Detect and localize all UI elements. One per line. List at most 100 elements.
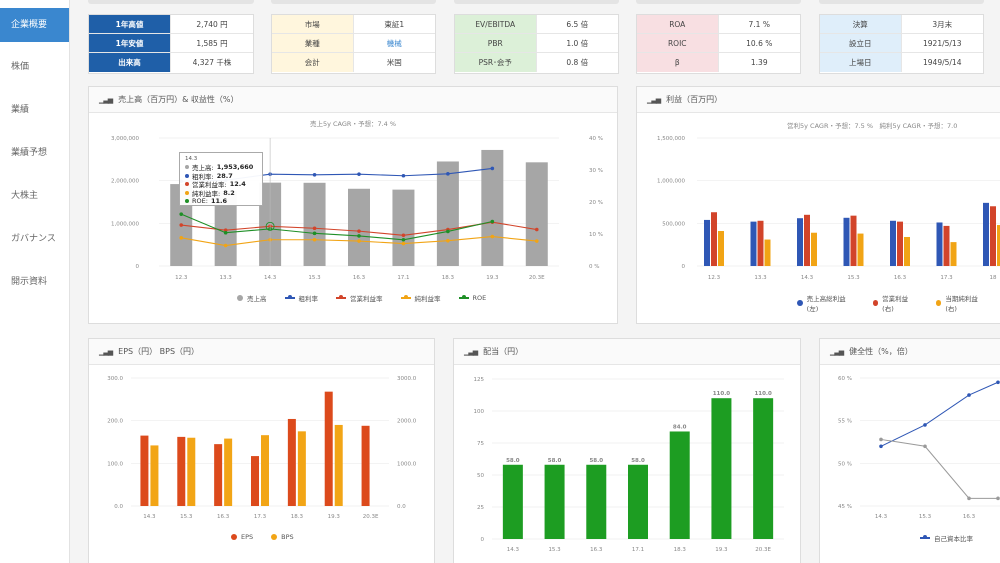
- legend-item[interactable]: 粗利率: [284, 293, 318, 303]
- legend-item[interactable]: EPS: [231, 533, 253, 541]
- bps-bar: [150, 445, 159, 506]
- legend-item[interactable]: 営業利益(右): [872, 293, 918, 313]
- series-point: [223, 230, 228, 235]
- info-row: PSR･会予 0.8 倍: [455, 53, 618, 72]
- y-tick-label: 45 %: [838, 504, 852, 510]
- y-tick-label: 60 %: [838, 376, 852, 382]
- legend-item[interactable]: 売上高: [237, 293, 267, 303]
- x-tick-label: 15.3: [180, 514, 193, 520]
- y-tick-label: 30 %: [589, 168, 603, 174]
- x-tick-label: 17.3: [254, 514, 267, 520]
- info-key: 設立日: [820, 34, 902, 52]
- sidebar-item-governance[interactable]: ガバナンス: [11, 234, 56, 244]
- series-point: [401, 173, 406, 178]
- info-value: 東証1: [384, 19, 405, 29]
- info-value: 6.5 倍: [566, 19, 589, 29]
- dividend-data-label: 58.0: [589, 458, 603, 464]
- x-tick-label: 20.3E: [363, 514, 379, 520]
- sales-bar: [348, 188, 370, 266]
- legend-label: 営業利益率: [350, 295, 383, 303]
- info-key: EV/EBITDA: [455, 15, 537, 33]
- eps-bar: [251, 456, 259, 506]
- info-table-valuation: EV/EBITDA 6.5 倍 PBR 1.0 倍 PSR･会予 0.8 倍: [454, 14, 619, 74]
- panel-header: ▁▃▅ 配当（円）: [454, 339, 800, 365]
- tooltip-marker: [185, 165, 189, 170]
- series-point: [879, 437, 883, 442]
- info-key: 会計: [272, 53, 354, 72]
- tooltip-label: 純利益率:: [192, 189, 221, 198]
- dividend-data-label: 110.0: [713, 391, 731, 397]
- sidebar-item-forecast[interactable]: 業績予想: [11, 148, 48, 158]
- x-tick-label: 12.3: [708, 275, 721, 281]
- tooltip-label: 売上高:: [192, 164, 214, 173]
- series-point: [996, 496, 1000, 501]
- info-key: ROIC: [637, 34, 719, 52]
- info-key: PSR･会予: [455, 53, 537, 72]
- sidebar-item-stock-price[interactable]: 株価: [11, 62, 30, 72]
- info-key: 1年安値: [89, 34, 171, 52]
- series-point: [401, 237, 406, 242]
- x-tick-label: 19.3: [486, 275, 499, 281]
- sidebar-item-overview[interactable]: 企業概要: [0, 8, 69, 42]
- info-table-price-range: 1年高値 2,740 円 1年安値 1,585 円 出来高 4,327 千株: [88, 14, 254, 74]
- profit-bar: [997, 225, 1000, 266]
- sales-bar: [392, 189, 415, 266]
- profit-bar: [890, 220, 896, 266]
- profit-bar: [897, 221, 903, 266]
- eps-bar: [214, 444, 223, 506]
- profit-bar: [704, 219, 710, 266]
- series-point: [534, 239, 539, 243]
- series-point: [446, 172, 450, 176]
- sidebar-item-major-shareholders[interactable]: 大株主: [11, 191, 39, 201]
- info-row: 出来高 4,327 千株: [89, 53, 253, 72]
- legend-item[interactable]: BPS: [271, 533, 294, 541]
- legend-item[interactable]: 自己資本比率: [920, 533, 973, 543]
- profit-bar: [811, 232, 817, 266]
- panel-header: ▁▃▅ EPS（円） BPS（円）: [89, 339, 434, 365]
- panel-title: 配当（円）: [483, 347, 524, 356]
- x-tick-label: 20.3E: [755, 547, 771, 553]
- sales-bar: [525, 162, 548, 266]
- sidebar-item-disclosures[interactable]: 開示資料: [11, 277, 48, 287]
- series-point: [446, 238, 450, 243]
- legend-item[interactable]: 売上高総利益(左): [797, 293, 855, 313]
- bps-bar: [297, 431, 306, 506]
- y-tick-label: 0.0: [397, 504, 406, 510]
- info-value: 1.0 倍: [566, 38, 589, 48]
- legend-marker: [336, 295, 346, 299]
- x-tick-label: 15.3: [548, 547, 561, 553]
- info-key: 市場: [272, 15, 354, 33]
- dividend-data-label: 110.0: [754, 391, 772, 397]
- eps-bar: [361, 425, 370, 506]
- y-tick-label: 1000.0: [397, 461, 417, 467]
- chart-subtitle: 売上5y CAGR・予想：7.4 %: [310, 119, 396, 128]
- series-point: [312, 237, 317, 242]
- tooltip-marker: [185, 190, 189, 195]
- info-table-market: 市場 東証1 業種 機械 会計 米国: [271, 14, 436, 74]
- industry-link[interactable]: 機械: [386, 38, 402, 48]
- profit-chart-panel: ▁▃▅ 利益（百万円） 営利5y CAGR・予想：7.5 % 純利5y CAGR・…: [636, 86, 1000, 324]
- series-point: [357, 172, 361, 176]
- info-value: 米国: [386, 58, 402, 67]
- legend-marker: [458, 295, 469, 299]
- legend-label: 自己資本比率: [934, 535, 973, 543]
- legend-label: BPS: [281, 533, 294, 541]
- x-tick-label: 18: [990, 275, 997, 281]
- legend-item[interactable]: 当期純利益(右): [935, 293, 987, 313]
- legend-item[interactable]: ROE: [458, 294, 486, 302]
- sidebar-item-results[interactable]: 業績: [11, 105, 30, 115]
- series-point: [357, 229, 361, 233]
- tooltip-marker: [185, 182, 189, 187]
- dividend-chart: 125 100 75 50 25 0 14.3 15.3 16.3 17.1 18.3 19.3 20.…: [474, 377, 784, 553]
- series-point: [357, 239, 361, 243]
- series-line: [880, 381, 999, 447]
- info-value: 0.8 倍: [566, 58, 589, 67]
- x-tick-label: 16.3: [894, 275, 907, 281]
- info-key: 決算: [820, 15, 902, 33]
- eps-bar: [177, 436, 186, 506]
- legend-item[interactable]: 営業利益率: [336, 293, 383, 303]
- sales-chart: 売上5y CAGR・予想：7.4 % 3,000,000 2,000,000 1,00…: [111, 119, 603, 281]
- profit-bar: [843, 217, 850, 266]
- legend-item[interactable]: 純利益率: [400, 293, 441, 303]
- series-point: [223, 243, 228, 248]
